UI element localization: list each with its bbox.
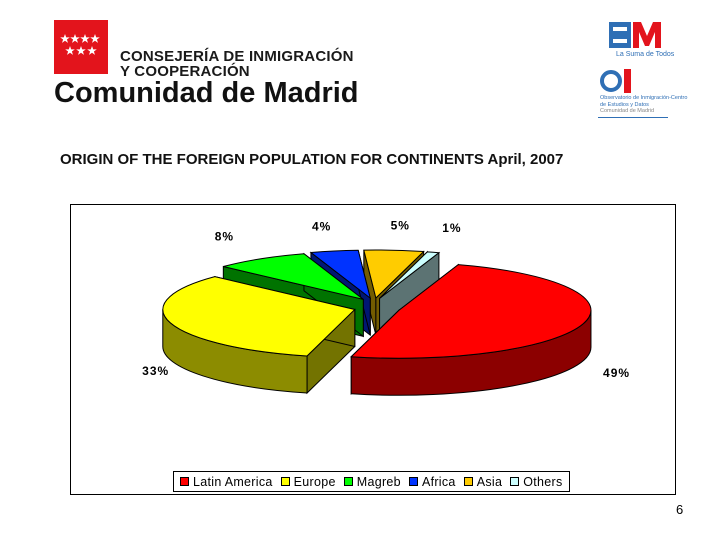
legend-label: Asia: [476, 474, 503, 489]
legend-swatch: [463, 477, 473, 486]
pie-slice-europe: [162, 276, 356, 357]
pie-chart-frame: 49% 33% 8% 4% 5% 1% Latin America Europe Magreb…: [70, 204, 676, 495]
slide-title: ORIGIN OF THE FOREIGN POPULATION FOR CON…: [60, 151, 564, 168]
legend-item: Asia: [463, 474, 503, 489]
legend-swatch: [408, 477, 418, 486]
sm-logo: [609, 22, 661, 48]
pie-slice-asia: [363, 249, 425, 300]
legend-item: Others: [510, 475, 562, 489]
org-name-line2: Y COOPERACIÓN: [120, 63, 250, 80]
madrid-flag-logo: [54, 20, 108, 74]
page-number: 6: [676, 502, 684, 517]
pie-slice-latin-america: [350, 264, 592, 359]
org-name-line1: CONSEJERÍA DE INMIGRACIÓN: [120, 48, 354, 65]
logo-divider: [598, 117, 668, 118]
pie-data-label: 33%: [142, 364, 169, 378]
pie-slice-africa: [309, 249, 372, 300]
stars-icon: [60, 34, 100, 55]
pie-chart: 49% 33% 8% 4% 5% 1%: [142, 219, 630, 396]
pie-data-label: 5%: [391, 219, 410, 233]
chart-legend: Latin America Europe Magreb Africa Asia Other…: [173, 471, 570, 492]
pie-data-label: 1%: [442, 221, 461, 235]
pie-slice-others: [379, 251, 441, 299]
oi-text-line: Observatorio de Inmigración-Centro: [600, 95, 688, 101]
legend-swatch: [343, 477, 353, 486]
legend-item: Europe: [280, 474, 336, 489]
legend-label: Latin America: [193, 474, 273, 489]
pie-data-label: 4%: [312, 220, 331, 234]
pie-data-label: 8%: [215, 230, 234, 244]
oi-text-subline: Comunidad de Madrid: [600, 108, 655, 114]
legend-label: Magreb: [356, 474, 401, 489]
oi-logo-text: Observatorio de Inmigración-Centro de Es…: [600, 95, 700, 115]
legend-item: Africa: [408, 474, 456, 489]
legend-item: Latin America: [180, 475, 273, 489]
oi-logo: [600, 69, 631, 93]
legend-swatch: [510, 477, 520, 486]
pie-slice-magreb: [223, 253, 364, 300]
legend-swatch: [180, 477, 189, 486]
legend-item: Magreb: [343, 474, 401, 489]
pie-data-label: 49%: [603, 366, 630, 380]
legend-label: Others: [523, 474, 563, 489]
legend-label: Europe: [293, 474, 336, 489]
sm-logo-caption: La Suma de Todos: [616, 51, 675, 58]
legend-label: Africa: [421, 474, 456, 489]
legend-swatch: [280, 477, 290, 486]
org-title: Comunidad de Madrid: [54, 77, 359, 109]
oi-text-line: de Estudios y Datos: [600, 101, 649, 108]
